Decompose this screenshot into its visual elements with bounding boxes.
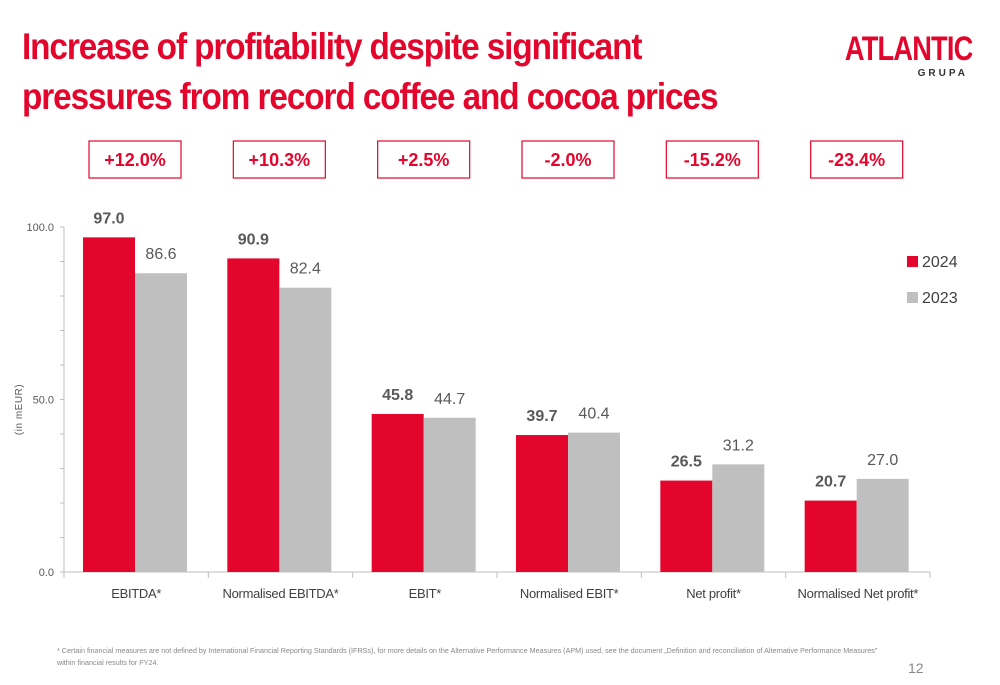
change-box (810, 140, 904, 179)
y-tick-label: 50.0 (33, 395, 54, 407)
data-label-2023: 31.2 (723, 437, 754, 454)
data-label-2024: 20.7 (815, 474, 846, 491)
data-label-2023: 82.4 (290, 261, 321, 278)
legend-swatch-2024 (907, 256, 918, 267)
legend-swatch-2023 (907, 292, 918, 303)
change-label: +12.0% (104, 150, 166, 170)
legend-label-2024: 2024 (922, 254, 958, 271)
bar-2024 (516, 435, 568, 572)
profitability-bar-chart: 0.0 50.0 100.0 (in mEUR) 97.0 86.6 EBITDA* +12.… (14, 140, 958, 601)
bar-2024 (83, 237, 135, 572)
data-label-2023: 86.6 (145, 246, 176, 263)
data-label-2023: 44.7 (434, 391, 465, 408)
bar-2023 (135, 273, 187, 572)
bar-2024 (660, 480, 713, 572)
x-category-label: Normalised EBITDA* (223, 586, 339, 601)
bar-2023 (856, 478, 909, 572)
change-box (521, 140, 615, 179)
atlantic-grupa-logo: ATLANTIC GRUPA (844, 30, 972, 80)
change-label: +10.3% (249, 150, 311, 170)
y-tick-label: 0.0 (39, 567, 54, 579)
x-category-label: Normalised EBIT* (520, 586, 619, 601)
change-box (88, 140, 182, 179)
data-label-2023: 40.4 (578, 406, 609, 423)
bar-2023 (568, 432, 620, 572)
logo-subtitle: GRUPA (917, 68, 968, 79)
bar-2023 (712, 464, 765, 572)
x-category-label: Normalised Net profit* (798, 586, 919, 601)
change-box (377, 140, 471, 179)
x-category-label: EBITDA* (111, 586, 161, 601)
change-box (665, 140, 759, 179)
data-label-2024: 90.9 (238, 231, 269, 248)
change-label: +2.5% (398, 150, 450, 170)
bar-2024 (804, 500, 857, 572)
change-box (232, 140, 326, 179)
page-number: 12 (908, 660, 924, 676)
bar-2024 (371, 413, 424, 572)
logo-wordmark: ATLANTIC (844, 30, 972, 68)
data-label-2024: 97.0 (93, 210, 124, 227)
data-label-2024: 39.7 (526, 408, 557, 425)
y-tick-label: 100.0 (26, 222, 54, 234)
bar-2024 (227, 258, 280, 572)
page-title: Increase of profitability despite signif… (22, 26, 718, 117)
x-category-label: EBIT* (409, 586, 442, 601)
x-category-label: Net profit* (686, 586, 741, 601)
change-label: -15.2% (684, 150, 741, 170)
change-label: -23.4% (828, 150, 885, 170)
data-label-2023: 27.0 (867, 452, 898, 469)
change-label: -2.0% (544, 150, 591, 170)
y-axis-label: (in mEUR) (14, 384, 25, 435)
data-label-2024: 45.8 (382, 387, 413, 404)
legend-label-2023: 2023 (922, 290, 958, 307)
bar-2023 (279, 287, 332, 572)
bar-2023 (423, 417, 476, 572)
footnote: * Certain financial measures are not def… (57, 646, 878, 667)
data-label-2024: 26.5 (671, 454, 702, 471)
